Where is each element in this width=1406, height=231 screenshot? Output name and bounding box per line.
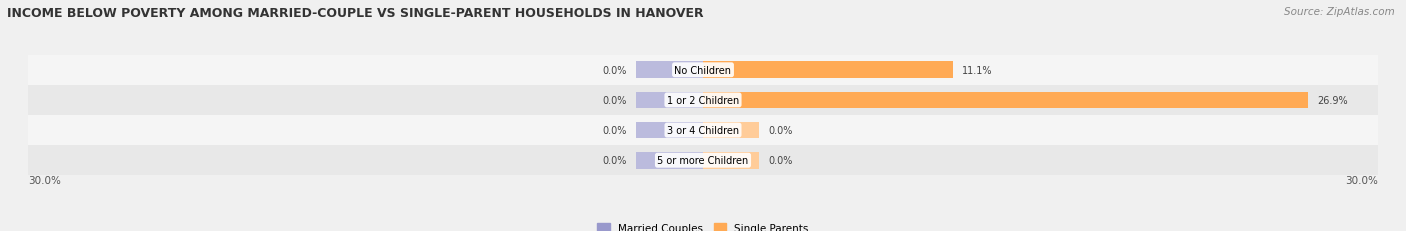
Legend: Married Couples, Single Parents: Married Couples, Single Parents — [598, 223, 808, 231]
Bar — [28, 85, 1378, 116]
Text: 0.0%: 0.0% — [602, 95, 627, 106]
Text: 0.0%: 0.0% — [768, 155, 793, 166]
Text: 0.0%: 0.0% — [602, 65, 627, 76]
Bar — [636, 62, 703, 79]
Text: 30.0%: 30.0% — [1346, 176, 1378, 185]
Text: 5 or more Children: 5 or more Children — [658, 155, 748, 166]
Bar — [28, 116, 1378, 146]
Bar — [28, 55, 1378, 85]
Bar — [703, 62, 953, 79]
Bar — [703, 92, 1308, 109]
Text: INCOME BELOW POVERTY AMONG MARRIED-COUPLE VS SINGLE-PARENT HOUSEHOLDS IN HANOVER: INCOME BELOW POVERTY AMONG MARRIED-COUPL… — [7, 7, 703, 20]
Text: 30.0%: 30.0% — [28, 176, 60, 185]
Text: 1 or 2 Children: 1 or 2 Children — [666, 95, 740, 106]
Bar — [703, 122, 759, 139]
Text: 0.0%: 0.0% — [602, 155, 627, 166]
Bar — [703, 152, 759, 169]
Text: 11.1%: 11.1% — [962, 65, 993, 76]
Text: 26.9%: 26.9% — [1317, 95, 1348, 106]
Text: 0.0%: 0.0% — [602, 125, 627, 136]
Text: No Children: No Children — [675, 65, 731, 76]
Text: Source: ZipAtlas.com: Source: ZipAtlas.com — [1284, 7, 1395, 17]
Bar — [636, 152, 703, 169]
Bar — [636, 122, 703, 139]
Bar — [636, 92, 703, 109]
Text: 3 or 4 Children: 3 or 4 Children — [666, 125, 740, 136]
Text: 0.0%: 0.0% — [768, 125, 793, 136]
Bar — [28, 146, 1378, 176]
